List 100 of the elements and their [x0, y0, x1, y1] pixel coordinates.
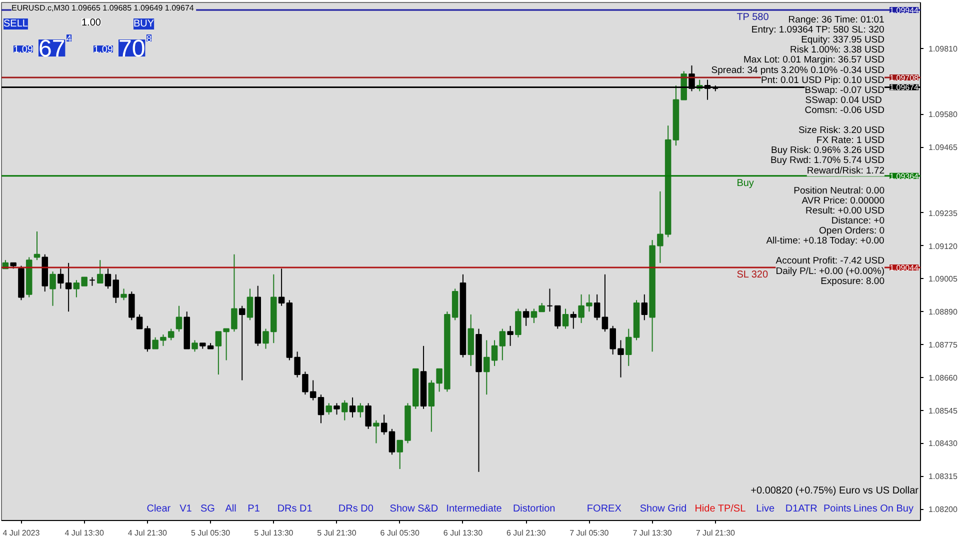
annotation: SSwap: 0.04 USD — [805, 94, 882, 106]
ref-line-label: TP 580 — [736, 12, 770, 23]
x-tick-label: 5 Jul 05:30 — [190, 528, 231, 538]
candlestick — [176, 305, 182, 332]
annotation: Position Neutral: 0.00 — [794, 185, 885, 196]
annotation: Distortion — [512, 504, 556, 514]
annotation: Points — [824, 504, 852, 514]
candlestick — [278, 268, 285, 306]
annotation: SELL — [4, 18, 28, 30]
candlestick — [641, 294, 648, 321]
x-tick-label: 7 Jul 13:30 — [632, 528, 672, 538]
y-tick-label: 1.08775 — [928, 340, 958, 350]
annotation: BUY — [134, 18, 154, 30]
candlestick — [112, 274, 120, 304]
y-tick-label: 1.08200 — [928, 505, 958, 514]
annotation: Risk 1.00%: 3.38 USD — [790, 44, 885, 56]
candlestick — [562, 308, 569, 330]
x-tick-label: 5 Jul 13:30 — [254, 528, 294, 538]
annotation: Comsn: -0.06 USD — [804, 104, 885, 116]
y-tick-label: 1.08660 — [928, 373, 958, 382]
annotation: D1ATR — [785, 504, 818, 514]
annotation: All — [225, 504, 236, 514]
candlestick — [554, 305, 561, 330]
annotation: Size Risk: 3.20 USD — [798, 125, 885, 136]
annotation: Buy Rwd: 1.70% 5.74 USD — [770, 155, 885, 166]
annotation: 1.09364 — [890, 172, 920, 181]
annotation: 70 — [118, 36, 146, 62]
annotation: P1 — [248, 504, 260, 514]
annotation: Exposure: 8.00 — [820, 276, 885, 287]
annotation: 1.09944 — [890, 6, 920, 15]
annotation: FOREX — [586, 504, 622, 514]
x-tick-label: 4 Jul 13:30 — [64, 528, 104, 538]
annotation: 67 — [38, 36, 66, 62]
y-tick-label: 1.09005 — [928, 274, 958, 284]
x-tick-label: 5 Jul 21:30 — [317, 528, 357, 538]
annotation: V1 — [180, 504, 192, 514]
annotation: Result: +0.00 USD — [806, 205, 885, 216]
candlestick — [318, 394, 324, 424]
candlestick — [326, 402, 332, 416]
y-tick-label: 1.08430 — [928, 439, 958, 448]
annotation: 1.00 — [82, 18, 102, 28]
x-tick-label: 4 Jul 21:30 — [128, 528, 168, 538]
annotation: Spread: 34 pnts 3.20% 0.10% -0.34 USD — [711, 64, 885, 76]
candlestick — [357, 402, 364, 418]
ref-line-label: SL 320 — [736, 270, 768, 281]
annotation: Clear — [146, 504, 172, 514]
candlestick — [626, 328, 632, 366]
x-tick-label: 7 Jul 21:30 — [696, 528, 736, 538]
y-tick-label: 1.08545 — [928, 406, 958, 416]
candlestick — [215, 331, 222, 376]
annotation: DRs D0 — [338, 504, 374, 514]
annotation: DRs D1 — [277, 504, 313, 514]
annotation: 1.09708 — [890, 73, 920, 82]
annotation: FX Rate: 1 USD — [816, 135, 885, 146]
candlestick — [50, 271, 56, 306]
y-tick-label: 1.08315 — [928, 472, 958, 482]
annotation: Reward/Risk: 1.72 — [806, 165, 885, 176]
candlestick — [294, 351, 300, 378]
candlestick — [499, 328, 506, 361]
annotation: 8 — [146, 34, 152, 44]
candlestick — [192, 340, 198, 352]
candlestick — [428, 380, 435, 432]
candlestick — [96, 260, 104, 284]
y-tick-label: 1.09810 — [928, 44, 958, 54]
annotation: Buy Risk: 0.96% 3.26 USD — [770, 145, 885, 156]
annotation: Daily P/L: +0.00 (+0.00%) — [776, 266, 885, 277]
candlestick — [546, 288, 553, 312]
annotation: Distance: +0 — [831, 216, 885, 226]
annotation: All-time: +0.18 Today: +0.00 — [766, 236, 884, 247]
y-tick-label: 1.08890 — [928, 308, 958, 317]
candlestick — [507, 325, 514, 346]
annotation: 4 — [66, 34, 72, 44]
annotation: Equity: 337.95 USD — [801, 34, 885, 46]
annotation: Intermediate — [446, 504, 502, 514]
annotation: Range: 36 Time: 01:01 — [788, 14, 884, 26]
candlestick — [365, 402, 372, 430]
x-tick-label: 4 Jul 2023 — [2, 528, 40, 538]
annotation: Open Orders: 0 — [819, 226, 885, 237]
candlestick — [246, 288, 254, 321]
annotation: Show S&D — [390, 504, 438, 514]
candlestick — [570, 311, 577, 330]
candlestick — [89, 276, 96, 286]
candlestick — [515, 308, 522, 338]
annotation: 1.09674 — [890, 83, 920, 92]
candlestick — [104, 268, 112, 290]
x-tick-label: 7 Jul 05:30 — [570, 528, 610, 538]
annotation: Entry: 1.09364 TP: 580 SL: 320 — [751, 24, 884, 36]
y-tick-label: 1.09465 — [928, 143, 958, 152]
candlestick — [380, 414, 388, 436]
x-tick-label: 6 Jul 21:30 — [506, 528, 546, 538]
annotation: SG — [200, 504, 216, 514]
annotation: Account Profit: -7.42 USD — [776, 256, 885, 267]
candlestick — [522, 308, 530, 326]
candlestick — [334, 402, 340, 416]
y-tick-label: 1.09235 — [928, 208, 958, 218]
candlestick — [34, 230, 40, 261]
candlestick — [238, 305, 246, 381]
candlestick — [120, 288, 127, 301]
y-tick-label: 1.09120 — [928, 242, 958, 251]
annotation: AVR Price: 0.00000 — [802, 195, 885, 206]
